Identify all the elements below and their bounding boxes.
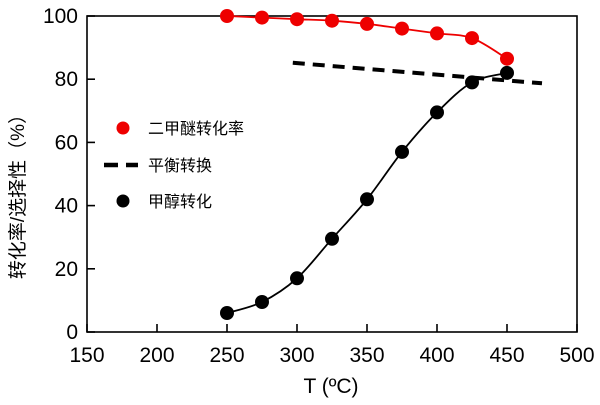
- x-tick-label: 500: [559, 344, 594, 367]
- y-tick-label: 60: [55, 131, 78, 154]
- data-point-marker: [465, 75, 479, 90]
- y-axis-title: 转化率/选择性（%）: [7, 105, 29, 279]
- legend-label-methanol-conversion: 甲醇转化: [148, 193, 212, 211]
- x-tick-label: 350: [349, 344, 384, 367]
- data-point-marker: [395, 144, 409, 159]
- data-point-marker: [360, 192, 374, 207]
- data-point-marker: [290, 271, 304, 286]
- legend-label-dme-conversion: 二甲醚转化率: [148, 120, 244, 138]
- legend-marker-methanol-conversion: [116, 194, 130, 208]
- axes-layer: 150 200 250 300 350 400 450 500 0 20 40 60 80 100: [43, 5, 595, 367]
- y-tick-label: 0: [66, 321, 78, 344]
- legend-marker-dme-conversion: [116, 121, 130, 135]
- y-tick-label: 100: [43, 5, 78, 28]
- data-point-marker: [395, 21, 409, 36]
- legend-label-equilibrium: 平衡转换: [148, 157, 212, 175]
- data-point-marker: [500, 51, 514, 66]
- data-point-marker: [325, 13, 339, 28]
- y-tick-label: 40: [55, 195, 78, 218]
- data-point-marker: [220, 9, 234, 23]
- data-point-marker: [465, 31, 479, 46]
- legend: 二甲醚转化率 平衡转换 甲醇转化: [104, 120, 244, 211]
- x-tick-label: 150: [69, 344, 104, 367]
- x-axis-title: T (ºC): [303, 375, 358, 398]
- x-tick-label: 200: [139, 344, 174, 367]
- data-point-marker: [255, 295, 269, 309]
- y-tick-label: 20: [55, 258, 78, 281]
- data-point-marker: [255, 10, 269, 25]
- data-point-marker: [325, 231, 339, 246]
- series-layer: [220, 9, 543, 320]
- data-point-marker: [290, 12, 304, 27]
- series-line-equilibrium: [292, 60, 543, 86]
- x-tick-label: 300: [279, 344, 314, 367]
- data-point-marker: [500, 65, 514, 80]
- data-point-marker: [430, 105, 444, 120]
- x-tick-label: 450: [489, 344, 524, 367]
- x-tick-label: 400: [419, 344, 454, 367]
- data-point-marker: [360, 16, 374, 31]
- data-point-marker: [220, 306, 234, 320]
- x-tick-label: 250: [209, 344, 244, 367]
- data-point-marker: [430, 26, 444, 41]
- y-tick-label: 80: [55, 68, 78, 91]
